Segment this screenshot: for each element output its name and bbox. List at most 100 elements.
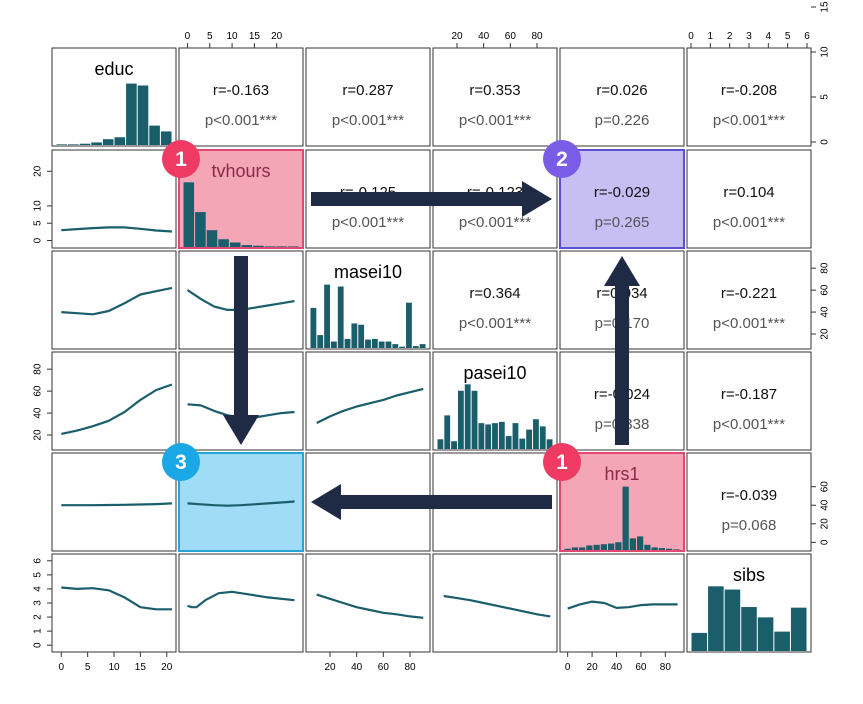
histogram-bar (114, 137, 126, 145)
histogram-bar (451, 441, 457, 449)
panel-frame (51, 553, 177, 653)
smoother-line (443, 594, 551, 618)
histogram-bar (637, 536, 644, 550)
axis-tick-label: 4 (33, 586, 44, 592)
step-badge-number: 1 (556, 451, 568, 474)
correlation-r-label: r=-0.039 (721, 487, 777, 504)
axis-tick-label: 20 (451, 31, 463, 42)
histogram-bar (195, 212, 206, 247)
histogram-bar (615, 542, 622, 550)
correlation-r-label: r=-0.187 (721, 386, 777, 403)
panel-frame (559, 452, 685, 552)
histogram-bar (137, 85, 149, 145)
histogram-bar (526, 429, 533, 449)
correlation-p-label: p<0.001*** (205, 112, 277, 129)
axis-tick-label: 5 (33, 220, 44, 226)
histogram-bar (519, 438, 526, 449)
step-badge-number: 1 (175, 148, 187, 171)
correlation-p-label: p=0.265 (595, 214, 650, 231)
correlation-p-label: p=0.068 (722, 517, 777, 534)
panel-frame (305, 47, 431, 147)
histogram-bar (218, 239, 229, 247)
smoother-line (61, 383, 173, 435)
histogram-bar (160, 131, 172, 145)
axis-tick-label: 4 (766, 31, 772, 42)
histogram-bar (724, 589, 741, 651)
histogram-bar (317, 335, 324, 348)
axis-tick-label: 40 (351, 662, 363, 673)
correlation-p-label: p<0.001*** (713, 112, 785, 129)
histogram-bar (579, 547, 586, 550)
axis-tick-label: 15 (249, 31, 261, 42)
panel-frame (51, 351, 177, 451)
histogram-bar (365, 339, 371, 348)
histogram-bar (774, 631, 790, 651)
axis-tick-label: 20 (324, 662, 336, 673)
histogram-bar (419, 344, 426, 348)
correlation-p-label: p<0.001*** (713, 214, 785, 231)
histogram-bar (505, 436, 512, 449)
panel-frame (432, 553, 558, 653)
histogram-bar (485, 424, 492, 449)
axis-tick-label: 1 (33, 628, 44, 634)
axis-tick-label: 20 (820, 518, 831, 530)
axis-tick-label: 80 (820, 262, 831, 274)
axis-tick-label: 0 (820, 139, 831, 145)
correlation-p-label: p<0.001*** (332, 214, 404, 231)
histogram-bar (126, 83, 137, 145)
axis-tick-label: 80 (404, 662, 416, 673)
correlation-r-label: r=0.353 (469, 82, 520, 99)
flow-arrow (604, 256, 640, 445)
panel-frame (432, 351, 558, 451)
histogram-bar (399, 346, 406, 348)
axis-tick-label: 60 (33, 385, 44, 397)
histogram-bar (337, 286, 344, 348)
axis-tick-label: 40 (478, 31, 490, 42)
histogram-bar (512, 423, 519, 449)
axis-tick-label: 40 (611, 662, 623, 673)
axis-tick-label: 5 (785, 31, 791, 42)
panel-frame (432, 47, 558, 147)
panel-frame (305, 250, 431, 350)
panel-frame (559, 149, 685, 249)
histogram-bar (437, 439, 444, 449)
histogram-bar (571, 547, 578, 550)
histogram-bar (457, 390, 464, 449)
axis-tick-label: 20 (161, 662, 173, 673)
histogram-bar (149, 125, 160, 145)
histogram-bar (102, 139, 114, 145)
axis-tick-label: 60 (635, 662, 647, 673)
histogram-bar (264, 246, 276, 247)
variable-name-label: hrs1 (604, 464, 639, 484)
axis-tick-label: 0 (688, 31, 694, 42)
histogram-bar (276, 246, 287, 247)
axis-tick-label: 1 (708, 31, 714, 42)
axis-tick-label: 20 (271, 31, 283, 42)
correlation-r-label: r=0.287 (342, 82, 393, 99)
step-badge-number: 3 (175, 451, 187, 474)
histogram-bar (253, 245, 264, 247)
histogram-bar (651, 547, 658, 550)
axis-tick-label: 0 (565, 662, 571, 673)
histogram-bar (371, 338, 378, 348)
step-badge (543, 140, 581, 178)
axis-tick-label: 3 (746, 31, 752, 42)
axis-tick-label: 15 (135, 662, 147, 673)
axis-tick-label: 10 (820, 46, 831, 58)
histogram-bar (330, 341, 337, 348)
histogram-bar (622, 486, 629, 550)
axis-tick-label: 80 (531, 31, 543, 42)
histogram-bar (498, 421, 505, 449)
correlation-p-label: p<0.001*** (459, 315, 531, 332)
axis-tick-label: 0 (58, 662, 64, 673)
panel-frame (51, 47, 177, 147)
correlation-r-label: r=0.364 (469, 285, 520, 302)
axis-tick-label: 2 (727, 31, 733, 42)
histogram-bar (478, 423, 485, 449)
step-badge (162, 140, 200, 178)
axis-tick-label: 6 (804, 31, 810, 42)
histogram-bar (546, 439, 553, 449)
histogram-bar (378, 341, 385, 348)
axis-tick-label: 20 (587, 662, 599, 673)
